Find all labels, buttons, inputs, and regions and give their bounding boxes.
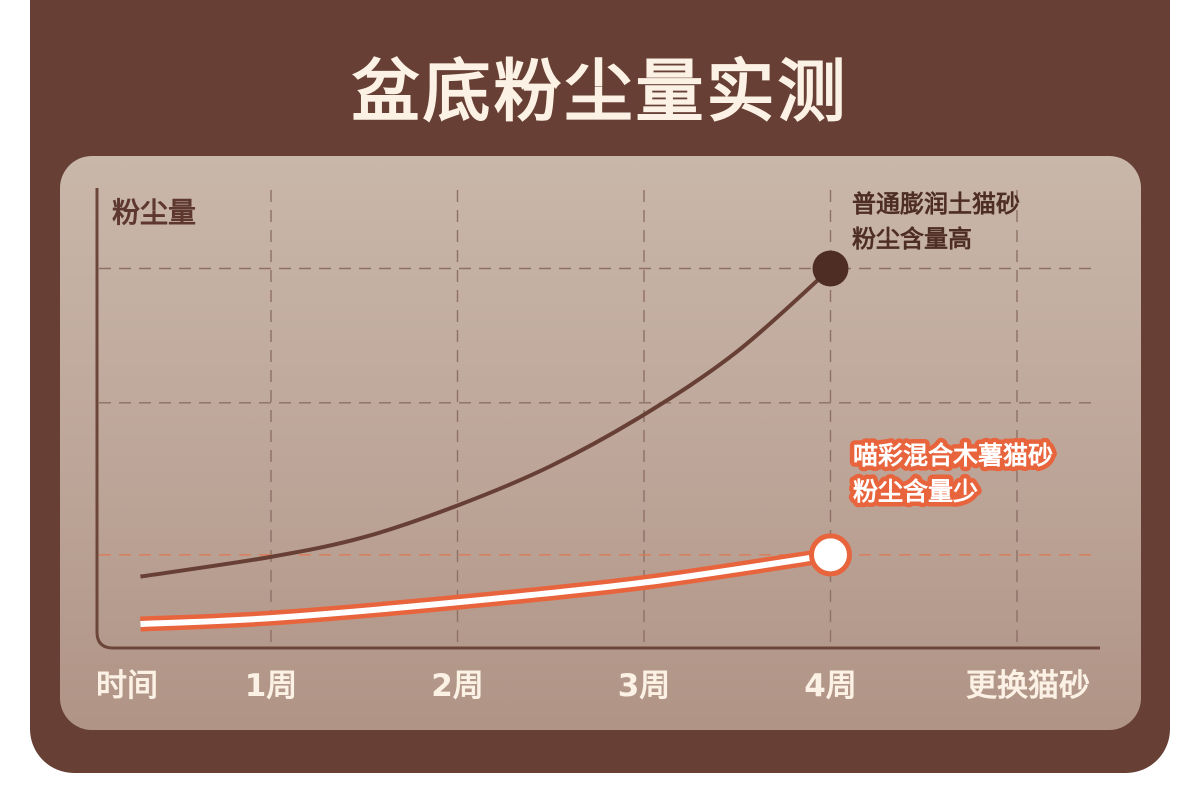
series-line-cassava <box>140 551 831 627</box>
y-axis-line <box>95 188 1100 650</box>
series-label-bentonite: 粉尘含量高 <box>852 225 972 253</box>
x-tick-label: 1周 <box>245 668 298 704</box>
data-point-bentonite-end <box>812 250 849 287</box>
series-label-cassava-outline: 粉尘含量少 <box>853 477 978 506</box>
data-point-cassava-end <box>809 533 852 577</box>
series-label-cassava: 粉尘含量少 <box>853 477 978 506</box>
x-tick-label: 3周 <box>618 668 671 704</box>
x-tick-label: 4周 <box>804 668 857 704</box>
chart-panel <box>60 156 1141 730</box>
series-label-cassava-outline: 喵彩混合木薯猫砂 <box>853 441 1053 470</box>
x-tick-label: 更换猫砂 <box>966 668 1090 704</box>
y-axis-label: 粉尘量 <box>112 196 196 229</box>
series-label-bentonite: 普通膨润土猫砂 <box>852 190 1020 218</box>
series-line-cassava-outline <box>140 547 832 632</box>
series-label-cassava: 喵彩混合木薯猫砂 <box>853 441 1053 470</box>
x-tick-label: 2周 <box>431 668 484 704</box>
series-line-bentonite <box>140 267 832 579</box>
page-title: 盆底粉尘量实测 <box>351 53 849 132</box>
x-axis-label: 时间 <box>96 668 158 704</box>
